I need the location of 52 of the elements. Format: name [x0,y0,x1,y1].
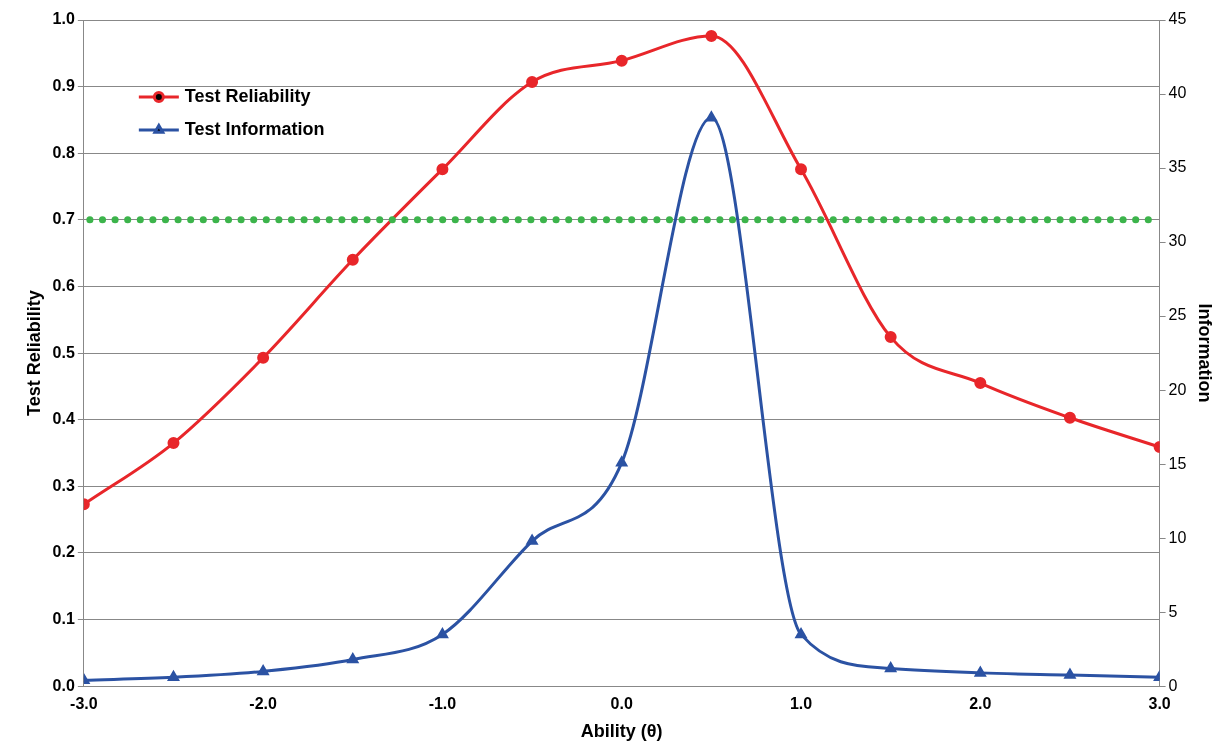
y-tick-label: 0.0 [52,676,75,694]
y2-tick-label: 30 [1168,232,1187,250]
y2-tick-label: 5 [1168,602,1178,620]
point [167,437,180,450]
point [974,377,987,390]
point [974,666,986,677]
y-tick-label: 0.4 [52,410,75,428]
y2-tick-label: 10 [1168,528,1187,546]
y-tick-label: 1.0 [52,10,75,28]
point [436,163,449,176]
point [1063,411,1076,424]
x-tick-label: 0.0 [610,695,633,713]
y-tick-label: 0.8 [52,143,75,161]
x-tick-label: -1.0 [428,695,457,713]
y2-tick-label: 20 [1168,380,1187,398]
y-tick-label: 0.3 [52,476,75,494]
y2-tick-label: 0 [1168,676,1178,694]
point [705,111,717,122]
y-axis-title: Test Reliability [23,290,44,416]
y2-tick-label: 45 [1168,10,1187,28]
point [347,653,359,664]
y2-tick-label: 25 [1168,306,1187,324]
x-axis-title: Ability (θ) [580,721,663,742]
point [346,253,359,266]
x-tick-label: 3.0 [1148,695,1171,713]
x-tick-label: 1.0 [789,695,813,713]
point [795,163,808,176]
point [795,628,807,639]
y-tick-label: 0.9 [52,77,75,95]
point [257,665,269,676]
y2-axis-title: Information [1195,303,1216,403]
point [526,75,539,88]
point [884,331,897,344]
point [616,456,628,467]
legend-label: Test Reliability [184,85,311,106]
y-tick-label: 0.6 [52,276,75,294]
y-tick-label: 0.7 [52,210,75,228]
point [257,351,270,364]
y2-tick-label: 40 [1168,84,1187,102]
point [615,54,628,67]
y-tick-label: 0.1 [52,609,75,627]
x-tick-label: -3.0 [70,695,98,713]
point [885,662,897,673]
point [705,29,718,42]
y2-tick-label: 15 [1168,454,1187,472]
y2-tick-label: 35 [1168,158,1187,176]
point [437,628,448,639]
x-tick-label: 2.0 [969,695,992,713]
y-tick-label: 0.2 [52,543,75,561]
x-tick-label: -2.0 [249,695,278,713]
y-tick-label: 0.5 [52,343,75,361]
legend-label: Test Information [184,118,325,139]
